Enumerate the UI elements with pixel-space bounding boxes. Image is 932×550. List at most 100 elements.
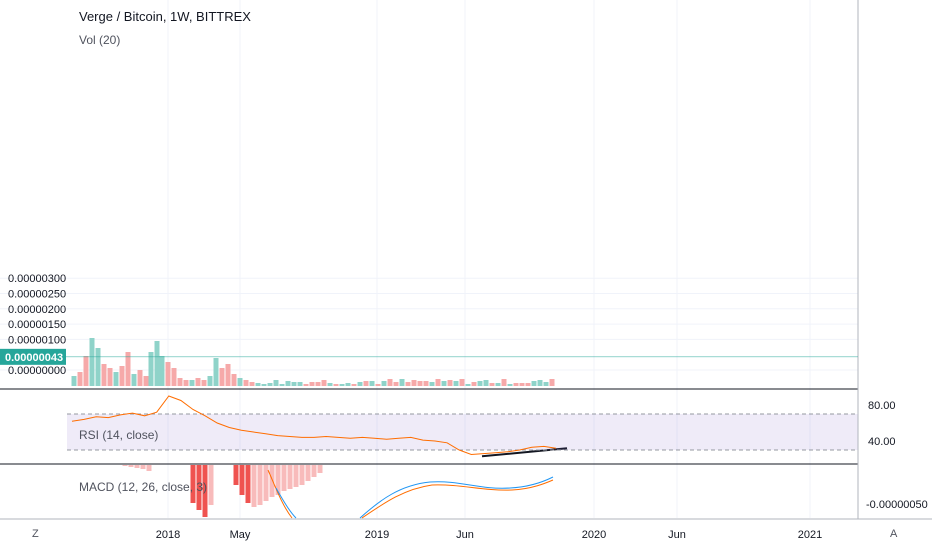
volume-bar [261,384,267,386]
volume-bar [231,374,237,386]
volume-bar [95,348,101,386]
volume-bar [225,364,231,386]
volume-bar [417,381,423,386]
volume-bar [131,374,137,386]
macd-histogram-bar [140,465,146,469]
volume-bar [119,366,125,386]
volume-bar [447,380,453,386]
time-tick-label: Jun [668,529,686,541]
macd-histogram-bar [128,465,134,467]
volume-bar [77,372,83,386]
volume-bar [267,383,273,386]
macd-pane [122,465,554,519]
macd-histogram-bar [263,465,269,501]
volume-bar [249,382,255,386]
macd-histogram-bar [239,465,245,495]
price-tick-label: 0.00000100 [8,334,66,346]
price-tick-label: 0.00000300 [8,273,66,285]
time-tick-label: 2019 [365,529,389,541]
time-tick-label: May [230,529,251,541]
volume-bar [549,379,555,386]
volume-bar [459,379,465,386]
macd-line [275,487,297,519]
volume-bar [531,381,537,386]
macd-histogram-bar [134,465,140,468]
volume-bar [273,380,279,386]
volume-bar [137,370,143,386]
macd-histogram-bar [317,465,323,473]
volume-bar [495,383,501,386]
volume-bar [471,382,477,386]
volume-bar [71,376,77,386]
volume-bar [357,382,363,386]
volume-bar [255,383,261,386]
volume-bar [171,368,177,386]
volume-bar [143,376,149,386]
volume-bar [405,382,411,386]
time-tick-label: Jun [456,529,474,541]
volume-indicator-label[interactable]: Vol (20) [79,33,121,47]
volume-bar [321,380,327,386]
price-tick-label: 0.00000150 [8,319,66,331]
macd-histogram-bar [202,465,208,517]
macd-label[interactable]: MACD (12, 26, close, 3) [79,480,208,494]
macd-histogram-bar [208,465,214,505]
volume-bar [345,383,351,386]
macd-histogram-bar [251,465,257,507]
volume-bar [291,382,297,386]
volume-bar [465,384,471,386]
volume-bar [363,381,369,386]
macd-histogram-bar [305,465,311,481]
chart-title: Verge / Bitcoin, 1W, BITTREX [79,9,251,24]
volume-bar [237,378,243,386]
macd-histogram-bar [257,465,263,505]
volume-bar [501,379,507,386]
macd-histogram-bar [196,465,202,510]
volume-bar [477,381,483,386]
volume-bar [339,384,345,386]
volume-bar [213,358,219,386]
volume-bar [369,381,375,386]
macd-signal-line [361,479,554,519]
volume-bar [165,362,171,386]
volume-bar [195,378,201,386]
volume-bar [429,382,435,386]
last-price-label: 0.00000043 [5,352,63,364]
volume-bar [327,383,333,386]
volume-bar [351,384,357,386]
volume-bar [519,383,525,386]
volume-bar [183,380,189,386]
price-tick-label: 0.00000200 [8,304,66,316]
volume-bar [101,364,107,386]
volume-bar [113,372,119,386]
volume-bar [243,380,249,386]
zoom-button[interactable]: Z [32,528,39,540]
volume-bar [297,382,303,386]
time-tick-label: 2020 [582,529,606,541]
grid-lines [0,0,858,518]
volume-bar [219,368,225,386]
macd-histogram-bar [233,465,239,485]
rsi-pane [67,395,858,456]
volume-bar [543,382,549,386]
macd-histogram-bar [287,465,293,489]
volume-bar [537,380,543,386]
volume-bar [381,381,387,386]
macd-histogram-bar [190,465,196,503]
volume-bar [159,356,165,386]
time-tick-label: 2018 [156,529,180,541]
volume-bar [83,356,89,386]
volume-bar [393,382,399,386]
volume-bar [441,381,447,386]
volume-bar [309,382,315,386]
goto-date-button[interactable]: A [890,528,898,540]
macd-histogram-bar [311,465,317,477]
rsi-line [71,395,557,456]
volume-bar [154,341,160,386]
rsi-tick-label: 80.00 [868,400,896,412]
rsi-label[interactable]: RSI (14, close) [79,428,159,442]
macd-histogram-bar [293,465,299,487]
macd-signal-line [267,469,293,519]
